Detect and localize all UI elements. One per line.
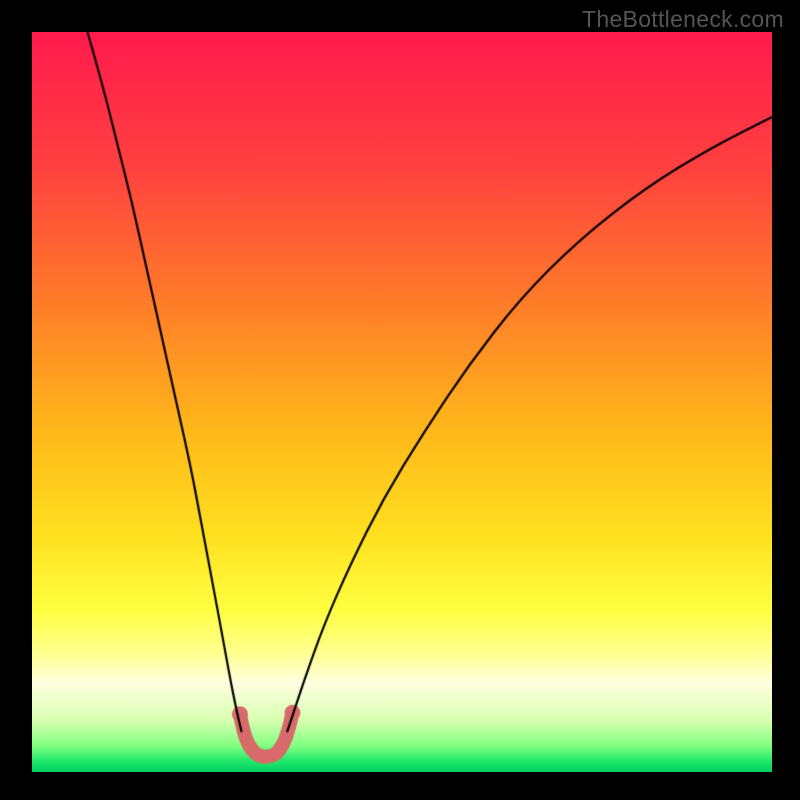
chart-stage: TheBottleneck.com (0, 0, 800, 800)
curve-canvas (0, 0, 800, 800)
watermark-text: TheBottleneck.com (582, 6, 784, 33)
